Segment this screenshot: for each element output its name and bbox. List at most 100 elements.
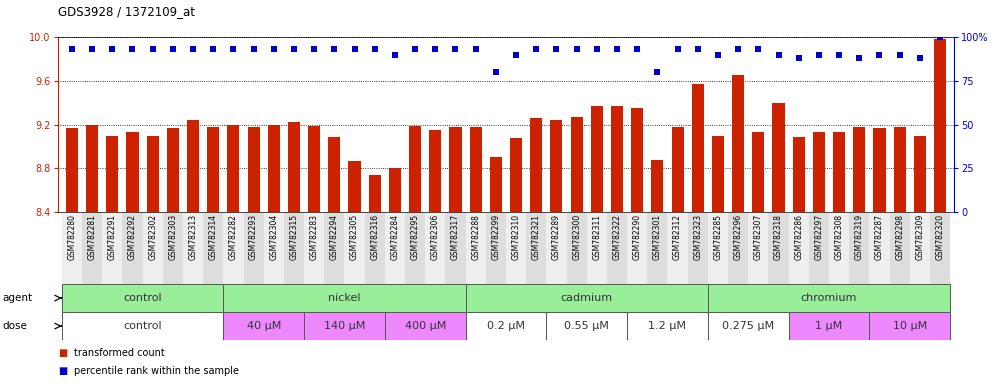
Point — [185, 46, 201, 52]
Bar — [587, 212, 607, 284]
Point — [64, 46, 80, 52]
Bar — [103, 212, 123, 284]
Bar — [611, 106, 623, 212]
Point — [105, 46, 121, 52]
Bar — [345, 212, 365, 284]
Bar — [207, 127, 219, 212]
Text: GSM782316: GSM782316 — [371, 214, 379, 260]
Point — [811, 51, 827, 58]
Bar — [264, 212, 284, 284]
Point — [306, 46, 322, 52]
Text: GSM782299: GSM782299 — [491, 214, 500, 260]
Point — [165, 46, 181, 52]
Bar — [667, 212, 687, 284]
Text: transformed count: transformed count — [74, 348, 164, 358]
Bar — [126, 132, 138, 212]
Text: GSM782320: GSM782320 — [935, 214, 944, 260]
Bar — [833, 132, 846, 212]
Bar — [873, 128, 885, 212]
Text: GSM782319: GSM782319 — [855, 214, 864, 260]
Bar — [769, 212, 789, 284]
Bar — [526, 212, 547, 284]
Bar — [203, 212, 223, 284]
Text: GSM782290: GSM782290 — [632, 214, 641, 260]
Text: nickel: nickel — [329, 293, 361, 303]
Text: GSM782311: GSM782311 — [593, 214, 602, 260]
Bar — [708, 284, 950, 312]
Point — [144, 46, 160, 52]
Text: GSM782283: GSM782283 — [310, 214, 319, 260]
Text: GSM782282: GSM782282 — [229, 214, 238, 260]
Text: GDS3928 / 1372109_at: GDS3928 / 1372109_at — [58, 5, 195, 18]
Text: 140 μM: 140 μM — [324, 321, 366, 331]
Bar — [893, 127, 905, 212]
Text: 1.2 μM: 1.2 μM — [648, 321, 686, 331]
Text: GSM782321: GSM782321 — [532, 214, 541, 260]
Bar — [308, 126, 321, 212]
Text: GSM782285: GSM782285 — [713, 214, 722, 260]
Bar — [934, 39, 946, 212]
Point — [852, 55, 868, 61]
Point — [246, 46, 262, 52]
Bar — [429, 130, 441, 212]
Bar — [691, 84, 704, 212]
Text: 1 μM: 1 μM — [816, 321, 843, 331]
Bar — [329, 137, 341, 212]
Bar — [909, 212, 930, 284]
Bar — [162, 212, 183, 284]
Bar — [789, 212, 809, 284]
Text: GSM782306: GSM782306 — [431, 214, 440, 260]
Bar — [107, 136, 119, 212]
Point — [327, 46, 343, 52]
Bar — [850, 212, 870, 284]
Bar — [870, 312, 950, 340]
Text: GSM782310: GSM782310 — [512, 214, 521, 260]
Point — [912, 55, 928, 61]
Bar — [465, 212, 486, 284]
Text: GSM782314: GSM782314 — [209, 214, 218, 260]
Point — [569, 46, 585, 52]
Point — [468, 46, 484, 52]
Bar — [854, 127, 866, 212]
Bar — [304, 212, 325, 284]
Bar — [187, 120, 199, 212]
Bar — [809, 212, 829, 284]
Text: GSM782315: GSM782315 — [290, 214, 299, 260]
Bar — [325, 212, 345, 284]
Text: 40 μM: 40 μM — [247, 321, 281, 331]
Text: GSM782292: GSM782292 — [127, 214, 137, 260]
Bar — [405, 212, 425, 284]
Bar — [146, 136, 158, 212]
Bar — [470, 127, 482, 212]
Point — [124, 46, 140, 52]
Point — [528, 46, 544, 52]
Text: GSM782296: GSM782296 — [734, 214, 743, 260]
Bar — [284, 212, 304, 284]
Bar — [708, 212, 728, 284]
Bar — [349, 161, 361, 212]
Point — [508, 51, 524, 58]
Point — [286, 46, 302, 52]
Bar — [243, 212, 264, 284]
Bar — [752, 132, 764, 212]
Point — [690, 46, 706, 52]
Bar — [728, 212, 748, 284]
Text: ■: ■ — [58, 348, 67, 358]
Bar — [223, 212, 243, 284]
Bar — [547, 312, 627, 340]
Text: 0.55 μM: 0.55 μM — [565, 321, 610, 331]
Text: 400 μM: 400 μM — [404, 321, 446, 331]
Bar — [571, 117, 583, 212]
Text: GSM782287: GSM782287 — [874, 214, 884, 260]
Bar — [510, 138, 522, 212]
Text: cadmium: cadmium — [561, 293, 613, 303]
Point — [447, 46, 463, 52]
Bar — [870, 212, 889, 284]
Text: GSM782304: GSM782304 — [269, 214, 278, 260]
Bar — [732, 75, 744, 212]
Text: GSM782284: GSM782284 — [390, 214, 399, 260]
Bar — [66, 128, 78, 212]
Text: GSM782307: GSM782307 — [754, 214, 763, 260]
Text: GSM782297: GSM782297 — [815, 214, 824, 260]
Bar — [773, 103, 785, 212]
